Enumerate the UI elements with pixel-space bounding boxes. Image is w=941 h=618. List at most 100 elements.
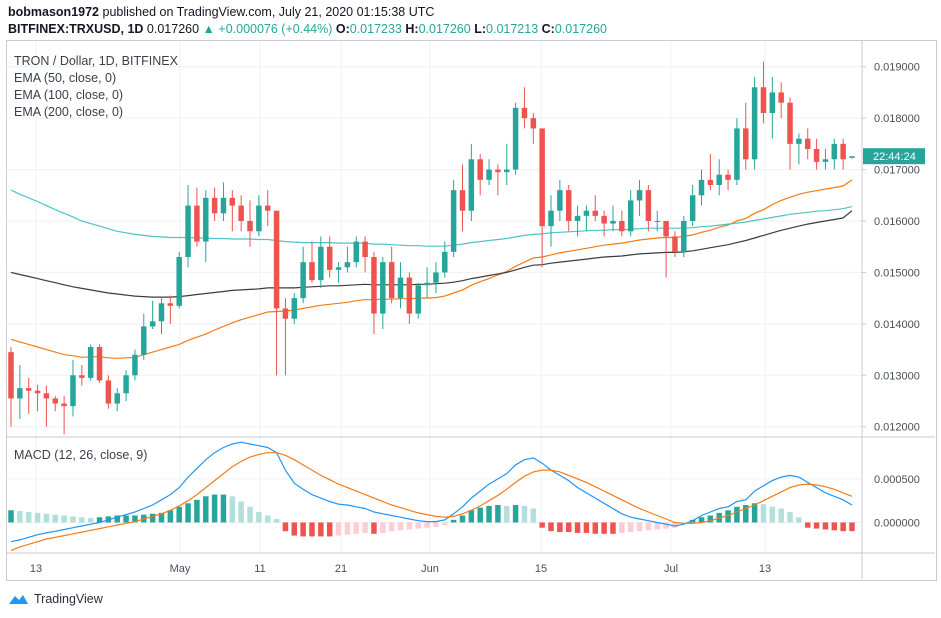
macd-histogram-bar — [743, 505, 749, 523]
legend-ema50: EMA (50, close, 0) — [14, 71, 117, 85]
candle-body — [512, 107, 519, 170]
candle-body — [610, 221, 616, 224]
tradingview-logo[interactable]: TradingView — [6, 592, 103, 606]
macd-histogram-bar — [132, 515, 138, 523]
candle-body — [176, 257, 182, 306]
macd-histogram-bar — [601, 522, 607, 534]
time-tick-label: 11 — [254, 563, 265, 575]
price-tick-label: 0.012000 — [874, 422, 920, 434]
macd-histogram-bar — [725, 510, 731, 523]
last-price: 0.017260 — [146, 22, 200, 36]
macd-histogram-bar — [185, 503, 191, 523]
candle-body — [158, 303, 165, 322]
candle-body — [495, 169, 501, 173]
macd-histogram-bar — [114, 515, 120, 523]
candle-body — [486, 169, 492, 180]
candle-body — [8, 352, 14, 399]
candle-body — [459, 190, 466, 211]
macd-histogram-bar — [79, 517, 85, 523]
macd-histogram-bar — [778, 508, 784, 523]
macd-histogram-bar — [663, 522, 669, 529]
macd-histogram-bar — [442, 522, 448, 526]
publish-info: published on TradingView.com, July 21, 2… — [102, 5, 435, 19]
price-tick-label: 0.014000 — [874, 319, 920, 331]
candle-body — [335, 267, 342, 270]
macd-histogram-bar — [450, 519, 457, 523]
macd-histogram-bar — [495, 505, 501, 523]
candle-body — [450, 190, 457, 252]
candle-body — [725, 174, 731, 180]
candle-body — [698, 179, 705, 196]
macd-histogram-bar — [371, 522, 377, 534]
symbol-name: BITFINEX:TRXUSD, 1D — [8, 22, 144, 36]
candle-body — [141, 326, 147, 355]
candle-body — [849, 156, 855, 158]
ema-line — [10, 210, 853, 298]
legend-title: TRON / Dollar, 1D, BITFINEX — [14, 54, 178, 68]
price-tick-label: 0.019000 — [874, 62, 920, 74]
candle-body — [326, 246, 333, 270]
candle-body — [681, 221, 687, 252]
candle-body — [734, 128, 740, 180]
candle-body — [318, 246, 324, 281]
macd-histogram-bar — [17, 511, 23, 523]
candle-body — [256, 205, 262, 232]
macd-histogram-bar — [406, 522, 413, 530]
macd-histogram-bar — [123, 515, 129, 523]
candle-body — [25, 388, 32, 391]
macd-histogram-bar — [769, 506, 776, 523]
candle-body — [149, 321, 156, 327]
macd-histogram-bar — [397, 522, 404, 531]
macd-histogram-bar — [380, 522, 386, 533]
macd-histogram-bar — [840, 522, 846, 532]
candle-body — [211, 197, 218, 214]
macd-histogram-bar — [565, 522, 572, 533]
candle-body — [105, 380, 112, 404]
candle-body — [619, 221, 625, 232]
candle-body — [627, 200, 634, 232]
macd-histogram-bar — [530, 508, 537, 523]
candle-body — [397, 277, 404, 299]
candle-body — [530, 118, 537, 129]
macd-histogram-bar — [760, 504, 767, 523]
candle-body — [220, 197, 227, 214]
candle-body — [521, 107, 528, 119]
candle-body — [804, 138, 811, 149]
price-tick-label: 0.013000 — [874, 370, 920, 382]
macd-histogram-bar — [247, 506, 253, 523]
candle-body — [778, 92, 784, 103]
candle-body — [52, 398, 59, 404]
current-price-tag — [863, 148, 925, 165]
open-label: O: — [335, 22, 350, 36]
macd-histogram-bar — [25, 512, 32, 523]
candle-body — [645, 190, 652, 221]
legend-ema100: EMA (100, close, 0) — [14, 88, 124, 102]
candle-body — [548, 210, 554, 227]
candle-body — [574, 215, 581, 221]
candle-body — [371, 257, 377, 314]
macd-histogram-bar — [592, 522, 599, 534]
price-tick-label: 0.016000 — [874, 216, 920, 228]
high-value: 0.017260 — [418, 22, 471, 36]
candle-body — [672, 236, 678, 252]
candle-body — [300, 262, 306, 299]
time-tick-label: 15 — [535, 563, 547, 575]
candle-body — [760, 87, 767, 113]
macd-histogram-bar — [300, 522, 306, 537]
macd-histogram-bar — [813, 522, 820, 529]
macd-histogram-bar — [362, 522, 368, 533]
candle-body — [477, 159, 483, 180]
candle-body — [716, 174, 722, 185]
candle-body — [282, 308, 289, 319]
macd-histogram-bar — [751, 503, 758, 523]
macd-histogram-bar — [34, 512, 41, 523]
ema-line — [10, 179, 853, 359]
macd-histogram-bar — [353, 522, 359, 534]
macd-histogram-bar — [512, 505, 519, 523]
candle-body — [96, 347, 103, 381]
macd-histogram-bar — [849, 522, 855, 532]
candle-body — [344, 262, 351, 268]
macd-histogram-bar — [335, 522, 342, 536]
candle-body — [831, 143, 838, 160]
